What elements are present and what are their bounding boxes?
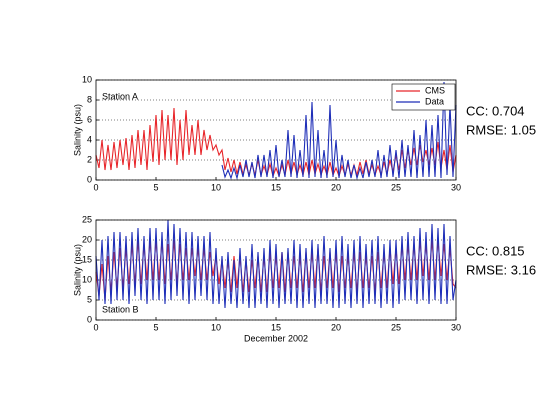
x-tick-label: 30 [451, 182, 461, 192]
x-tick-label: 30 [451, 322, 461, 332]
x-tick-label: 0 [93, 182, 98, 192]
y-tick-label: 15 [82, 254, 92, 264]
y-tick-label: 5 [87, 294, 92, 304]
y-tick-label: 4 [87, 134, 92, 144]
station-label: Station A [102, 91, 138, 101]
series-line [95, 219, 457, 309]
y-tick-label: 10 [82, 74, 92, 84]
legend-label: CMS [425, 85, 445, 95]
y-tick-label: 0 [87, 174, 92, 184]
legend-label: Data [425, 96, 444, 106]
x-tick-label: 10 [211, 182, 221, 192]
y-tick-label: 25 [82, 214, 92, 224]
axes-frame [95, 79, 457, 181]
series-line [221, 81, 457, 181]
x-tick-label: 5 [153, 322, 158, 332]
x-tick-label: 0 [93, 322, 98, 332]
legend-box [391, 83, 456, 111]
x-tick-label: 20 [331, 322, 341, 332]
x-axis-label: December 2002 [244, 333, 308, 343]
x-tick-label: 25 [391, 322, 401, 332]
stat-label: CC: 0.815 [466, 243, 525, 258]
y-axis-label: Salinity (psu) [72, 244, 82, 296]
x-tick-label: 5 [153, 182, 158, 192]
x-tick-label: 25 [391, 182, 401, 192]
stat-label: RMSE: 1.05 [466, 122, 536, 137]
x-tick-label: 15 [271, 182, 281, 192]
y-tick-label: 2 [87, 154, 92, 164]
y-tick-label: 10 [82, 274, 92, 284]
station-label: Station B [102, 304, 139, 314]
stat-label: RMSE: 3.16 [466, 262, 536, 277]
x-tick-label: 20 [331, 182, 341, 192]
y-tick-label: 0 [87, 314, 92, 324]
x-tick-label: 10 [211, 322, 221, 332]
axes-frame [95, 219, 457, 321]
stat-label: CC: 0.704 [466, 103, 525, 118]
x-tick-label: 15 [271, 322, 281, 332]
y-tick-label: 6 [87, 114, 92, 124]
y-axis-label: Salinity (psu) [72, 104, 82, 156]
y-tick-label: 8 [87, 94, 92, 104]
y-tick-label: 20 [82, 234, 92, 244]
